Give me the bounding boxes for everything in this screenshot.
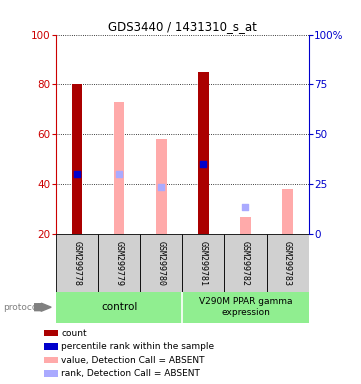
Text: GSM299779: GSM299779: [115, 240, 123, 286]
Bar: [56, 234, 98, 292]
Text: control: control: [101, 302, 137, 312]
Bar: [282, 189, 293, 234]
Bar: [44, 343, 58, 349]
Text: percentile rank within the sample: percentile rank within the sample: [61, 342, 214, 351]
Text: count: count: [61, 329, 87, 338]
Text: V290M PPAR gamma
expression: V290M PPAR gamma expression: [199, 297, 292, 317]
Point: [243, 204, 248, 210]
Point: [200, 161, 206, 167]
Bar: [44, 357, 58, 363]
FancyArrow shape: [34, 303, 51, 311]
Bar: [44, 371, 58, 377]
Bar: [182, 234, 225, 292]
Bar: [266, 234, 309, 292]
Point: [74, 171, 80, 177]
Point: [158, 184, 164, 190]
Title: GDS3440 / 1431310_s_at: GDS3440 / 1431310_s_at: [108, 20, 257, 33]
Text: GSM299780: GSM299780: [157, 240, 166, 286]
Text: GSM299783: GSM299783: [283, 240, 292, 286]
Text: value, Detection Call = ABSENT: value, Detection Call = ABSENT: [61, 356, 205, 365]
Text: GSM299782: GSM299782: [241, 240, 250, 286]
Bar: [225, 234, 266, 292]
Text: GSM299778: GSM299778: [73, 240, 82, 286]
Bar: [240, 217, 251, 234]
Bar: [44, 330, 58, 336]
Bar: [198, 72, 209, 234]
Bar: [114, 102, 125, 234]
Text: GSM299781: GSM299781: [199, 240, 208, 286]
Text: rank, Detection Call = ABSENT: rank, Detection Call = ABSENT: [61, 369, 200, 378]
Bar: [72, 84, 82, 234]
Bar: [140, 234, 182, 292]
Point: [116, 171, 122, 177]
Text: protocol: protocol: [4, 303, 40, 312]
Bar: [98, 234, 140, 292]
Bar: [156, 139, 166, 234]
